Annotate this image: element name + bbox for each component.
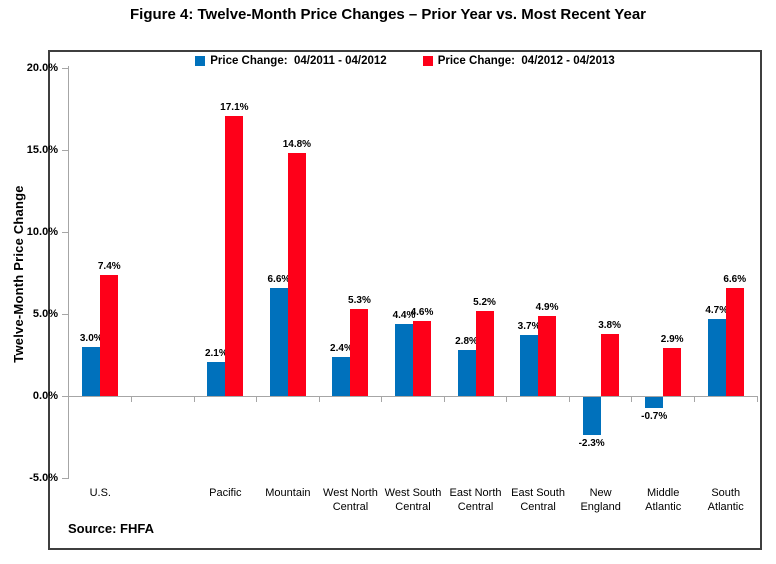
x-category-label: West South Central	[384, 487, 442, 513]
x-tick-mark	[131, 396, 133, 402]
chart-legend: Price Change: 04/2011 - 04/2012 Price Ch…	[48, 53, 762, 68]
y-tick-mark	[62, 231, 69, 233]
bar-value-label: 3.7%	[517, 321, 541, 333]
bar-value-label: 4.9%	[535, 301, 559, 313]
x-tick-mark	[443, 396, 445, 402]
y-tick-mark	[62, 395, 69, 397]
legend-swatch-red	[422, 55, 433, 66]
bar-prior	[707, 318, 726, 396]
bar-value-label: 2.4%	[330, 342, 353, 354]
bar-value-label: -0.7%	[641, 411, 668, 423]
bar-recent	[725, 287, 744, 396]
x-tick-mark	[318, 396, 320, 402]
bar-prior	[645, 397, 664, 409]
bar-value-label: -2.3%	[578, 437, 605, 449]
legend-item-recent-year: Price Change: 04/2012 - 04/2013	[422, 54, 615, 67]
y-tick-label: 20.0%	[26, 62, 58, 74]
bar-value-label: 2.8%	[455, 336, 478, 348]
y-tick-mark	[62, 149, 69, 151]
bar-value-label: 3.0%	[79, 332, 103, 344]
bar-value-label: 2.9%	[660, 334, 684, 346]
bar-value-label: 4.4%	[392, 309, 416, 321]
bar-value-label: 5.3%	[348, 295, 371, 307]
bar-value-label: 4.6%	[410, 306, 434, 318]
figure-title: Figure 4: Twelve-Month Price Changes – P…	[129, 6, 646, 23]
x-tick-mark	[381, 396, 383, 402]
x-tick-mark	[256, 396, 258, 402]
y-tick-label: -5.0%	[29, 472, 58, 484]
y-tick-mark	[62, 313, 69, 315]
x-category-label: East North Central	[449, 487, 502, 513]
bar-value-label: 3.8%	[598, 319, 622, 331]
bar-recent	[663, 348, 682, 396]
x-category-label: Pacific	[209, 487, 242, 499]
bar-prior	[207, 361, 226, 396]
x-category-label: East South Central	[511, 487, 565, 513]
x-category-label: New England	[580, 487, 621, 513]
bar-value-label: 6.6%	[723, 273, 747, 285]
bar-recent	[350, 309, 369, 396]
x-tick-mark	[756, 396, 758, 402]
bar-prior	[582, 397, 601, 435]
y-tick-label: 10.0%	[26, 226, 58, 238]
legend-label-recent-year: Price Change: 04/2012 - 04/2013	[437, 54, 615, 67]
legend-swatch-blue	[195, 55, 206, 66]
x-tick-mark	[568, 396, 570, 402]
bar-prior	[520, 335, 539, 396]
x-category-label: West North Central	[323, 487, 378, 513]
legend-label-prior-year: Price Change: 04/2011 - 04/2012	[210, 54, 387, 67]
bar-prior	[332, 356, 351, 396]
source-note: Source: FHFA	[68, 521, 154, 536]
bar-recent	[538, 315, 557, 396]
bar-value-label: 5.2%	[473, 296, 496, 308]
y-tick-label: 15.0%	[26, 144, 58, 156]
chart-plot-frame	[48, 50, 762, 550]
y-tick-mark	[62, 477, 69, 479]
bar-recent	[600, 333, 619, 396]
y-tick-mark	[62, 67, 69, 69]
bar-value-label: 7.4%	[97, 260, 121, 272]
bar-prior	[395, 323, 413, 396]
y-axis-line	[68, 66, 69, 478]
x-tick-mark	[631, 396, 633, 402]
bar-value-label: 4.7%	[705, 304, 729, 316]
x-category-label: Middle Atlantic	[645, 487, 682, 513]
y-tick-label: 5.0%	[32, 308, 58, 320]
bar-prior	[269, 287, 288, 396]
bar-recent	[287, 153, 306, 396]
y-tick-label: 0.0%	[32, 390, 58, 402]
bar-value-label: 14.8%	[282, 139, 312, 151]
x-tick-mark	[506, 396, 508, 402]
x-tick-mark	[193, 396, 195, 402]
x-category-label: U.S.	[89, 487, 111, 499]
x-category-label: South Atlantic	[707, 487, 744, 513]
bar-recent	[475, 310, 494, 396]
bar-value-label: 6.6%	[267, 273, 291, 285]
x-category-label: Mountain	[265, 487, 311, 499]
x-tick-mark	[693, 396, 695, 402]
bar-value-label: 2.1%	[204, 347, 228, 359]
bar-prior	[82, 346, 101, 396]
x-axis-zero-line	[69, 396, 757, 397]
bar-value-label: 17.1%	[220, 101, 249, 113]
bar-recent	[413, 320, 431, 396]
legend-item-prior-year: Price Change: 04/2011 - 04/2012	[195, 54, 387, 67]
bar-prior	[457, 350, 476, 396]
bar-recent	[100, 274, 119, 396]
bar-recent	[225, 115, 244, 396]
